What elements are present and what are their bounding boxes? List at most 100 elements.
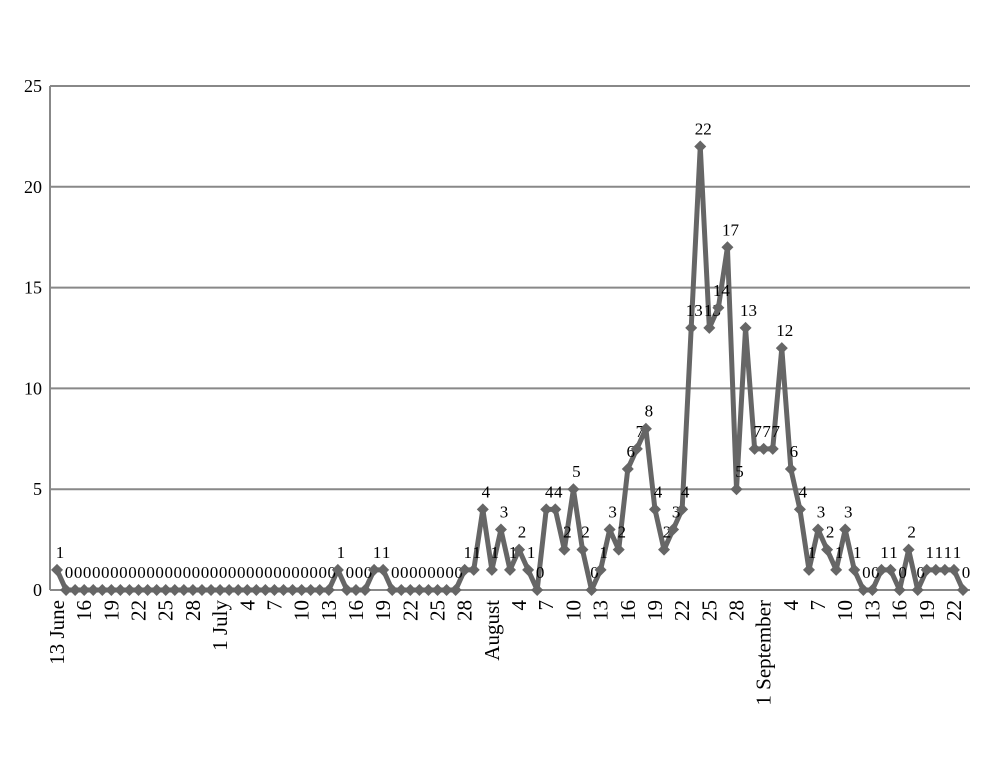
- data-label: 1: [935, 543, 944, 562]
- marker: [784, 463, 797, 476]
- x-tick-label: 19: [643, 600, 667, 621]
- data-label: 1: [944, 543, 953, 562]
- marker: [114, 584, 127, 596]
- marker: [639, 422, 652, 435]
- data-label: 0: [137, 563, 146, 582]
- marker: [920, 563, 933, 576]
- marker: [504, 563, 516, 576]
- marker: [848, 563, 861, 576]
- x-tick-label: 25: [426, 600, 450, 621]
- data-label: 0: [192, 563, 201, 582]
- marker: [458, 563, 471, 576]
- data-label: 0: [282, 563, 291, 582]
- marker: [123, 584, 136, 596]
- data-label: 1: [880, 543, 889, 562]
- data-label: 1: [527, 543, 536, 562]
- x-tick-label: 1 July: [208, 600, 232, 651]
- marker: [957, 584, 969, 596]
- marker: [87, 584, 100, 596]
- x-tick-label: 4: [507, 600, 531, 611]
- data-label: 0: [65, 563, 74, 582]
- marker: [404, 584, 417, 596]
- data-label: 0: [898, 563, 907, 582]
- marker: [712, 301, 725, 314]
- marker: [694, 140, 707, 153]
- data-label: 5: [735, 462, 744, 481]
- data-label: 0: [101, 563, 110, 582]
- data-label: 0: [300, 563, 309, 582]
- marker: [540, 503, 553, 516]
- marker: [313, 584, 326, 596]
- data-label: 3: [672, 503, 681, 522]
- marker: [567, 483, 580, 496]
- data-label: 0: [119, 563, 128, 582]
- marker: [857, 584, 870, 596]
- marker: [304, 584, 317, 596]
- marker: [621, 463, 634, 476]
- data-label: 0: [164, 563, 173, 582]
- data-label: 12: [776, 321, 793, 340]
- data-label: 4: [554, 482, 563, 501]
- marker: [676, 503, 689, 516]
- marker: [422, 584, 435, 596]
- marker: [612, 543, 625, 556]
- x-tick-label: 22: [127, 600, 151, 621]
- marker: [232, 584, 245, 596]
- marker: [757, 442, 770, 455]
- x-tick-label: 10: [290, 600, 314, 621]
- x-tick-label: 16: [616, 600, 640, 621]
- marker: [340, 584, 353, 596]
- marker: [349, 584, 362, 596]
- data-label: 2: [518, 523, 527, 542]
- data-label: 1: [337, 543, 346, 562]
- data-label: 3: [817, 503, 826, 522]
- data-label: 0: [201, 563, 210, 582]
- marker: [884, 563, 897, 576]
- x-tick-label: 13: [860, 600, 884, 621]
- data-label: 0: [391, 563, 400, 582]
- x-tick-label: 19: [371, 600, 395, 621]
- data-label: 0: [445, 563, 454, 582]
- data-label: 0: [364, 563, 373, 582]
- marker: [186, 584, 199, 596]
- marker: [775, 342, 788, 355]
- data-label: 7: [636, 422, 645, 441]
- marker: [893, 584, 906, 596]
- x-tick-label: 22: [398, 600, 422, 621]
- marker: [277, 584, 290, 596]
- data-label: 8: [645, 402, 654, 421]
- x-tick-label: 25: [154, 600, 178, 621]
- data-label: 2: [581, 523, 590, 542]
- data-label: 1: [56, 543, 65, 562]
- data-label: 0: [237, 563, 246, 582]
- marker: [368, 563, 381, 576]
- marker: [105, 584, 118, 596]
- data-label: 1: [953, 543, 962, 562]
- data-label: 0: [210, 563, 219, 582]
- data-label: 1: [599, 543, 608, 562]
- marker: [295, 584, 308, 596]
- data-label: 0: [92, 563, 101, 582]
- data-label: 0: [174, 563, 183, 582]
- marker: [522, 563, 535, 576]
- data-label: 2: [563, 523, 572, 542]
- x-tick-label: 7: [806, 600, 830, 611]
- marker: [214, 584, 227, 596]
- x-tick-label: 22: [942, 600, 966, 621]
- data-label: 0: [255, 563, 264, 582]
- x-tick-label: 4: [779, 600, 803, 611]
- data-label: 0: [183, 563, 192, 582]
- x-tick-label: 28: [725, 600, 749, 621]
- data-label: 6: [790, 442, 799, 461]
- data-label: 0: [83, 563, 92, 582]
- marker: [241, 584, 254, 596]
- marker: [830, 563, 843, 576]
- data-label: 2: [617, 523, 626, 542]
- marker: [875, 563, 888, 576]
- marker: [658, 543, 671, 556]
- marker: [748, 442, 761, 455]
- y-tick-label: 0: [33, 580, 42, 600]
- data-label: 7: [762, 422, 771, 441]
- marker: [431, 584, 444, 596]
